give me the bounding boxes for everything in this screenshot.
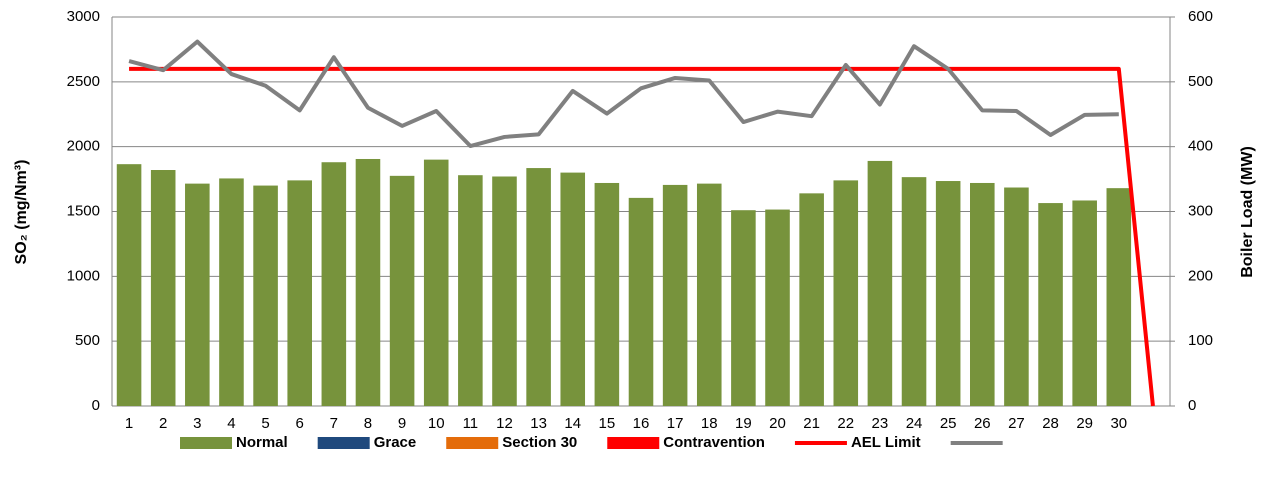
bar — [458, 175, 483, 406]
legend-swatch — [446, 437, 499, 449]
bar — [389, 175, 415, 406]
x-tick-label: 6 — [296, 415, 304, 432]
bar — [765, 209, 790, 406]
bar — [185, 183, 210, 406]
bar — [219, 178, 244, 406]
bar — [423, 159, 449, 406]
x-tick-label: 22 — [837, 415, 854, 432]
x-tick-label: 30 — [1110, 415, 1127, 432]
bar — [662, 184, 688, 406]
bar — [696, 183, 722, 406]
bar — [867, 160, 893, 406]
bar — [321, 162, 347, 406]
bar — [970, 182, 995, 406]
y2-tick-label: 200 — [1188, 267, 1213, 284]
bar — [1004, 187, 1029, 406]
bar — [1038, 203, 1063, 406]
x-tick-label: 18 — [701, 415, 718, 432]
x-tick-label: 5 — [261, 415, 269, 432]
y2-tick-label: 500 — [1188, 73, 1213, 90]
y2-axis-label: Boiler Load (MW) — [1239, 146, 1256, 278]
bar — [287, 180, 312, 406]
x-tick-label: 10 — [428, 415, 445, 432]
y-tick-label: 1500 — [67, 202, 100, 219]
x-tick-label: 15 — [599, 415, 616, 432]
x-tick-label: 1 — [125, 415, 133, 432]
x-tick-label: 7 — [330, 415, 338, 432]
legend-swatch — [607, 437, 660, 449]
bar — [628, 197, 654, 406]
y-tick-label: 0 — [92, 397, 100, 414]
x-tick-label: 16 — [633, 415, 650, 432]
legend-label: Grace — [374, 434, 417, 451]
x-tick-label: 25 — [940, 415, 957, 432]
bar — [901, 177, 927, 406]
legend-swatch — [317, 437, 370, 449]
x-tick-label: 11 — [463, 415, 479, 432]
legend-label: Normal — [236, 434, 288, 451]
bar — [150, 170, 176, 406]
x-tick-label: 2 — [159, 415, 167, 432]
y-tick-label: 2500 — [67, 73, 100, 90]
x-tick-label: 4 — [227, 415, 235, 432]
bar — [253, 185, 278, 406]
x-tick-label: 21 — [803, 415, 820, 432]
bar — [492, 176, 517, 406]
y2-tick-label: 600 — [1188, 8, 1213, 25]
x-tick-label: 28 — [1042, 415, 1059, 432]
bar — [355, 158, 381, 406]
bar — [731, 210, 756, 406]
x-tick-label: 20 — [769, 415, 786, 432]
y2-tick-label: 300 — [1188, 202, 1213, 219]
x-tick-label: 17 — [667, 415, 684, 432]
bar — [833, 180, 859, 406]
bar — [526, 168, 551, 406]
bar — [935, 181, 961, 406]
bar — [116, 164, 142, 406]
x-tick-label: 23 — [872, 415, 889, 432]
x-tick-label: 3 — [193, 415, 201, 432]
y-tick-label: 1000 — [67, 267, 100, 284]
x-tick-label: 19 — [735, 415, 752, 432]
y-axis-label: SO₂ (mg/Nm³) — [13, 160, 30, 265]
y-tick-label: 500 — [75, 332, 100, 349]
y-tick-label: 2000 — [67, 138, 100, 155]
y2-tick-label: 400 — [1188, 138, 1213, 155]
x-tick-label: 14 — [564, 415, 581, 432]
legend-swatch — [180, 437, 232, 449]
x-tick-label: 13 — [530, 415, 547, 432]
line — [129, 66, 1155, 407]
x-tick-label: 24 — [906, 415, 923, 432]
legend-label: Section 30 — [502, 434, 577, 451]
bar — [594, 182, 620, 406]
y2-tick-label: 100 — [1188, 332, 1213, 349]
legend-label: AEL Limit — [851, 434, 921, 451]
bar — [1072, 200, 1097, 406]
legend-label: Contravention — [663, 434, 765, 451]
y-tick-label: 3000 — [67, 8, 100, 25]
x-tick-label: 9 — [398, 415, 406, 432]
x-tick-label: 8 — [364, 415, 372, 432]
bar — [560, 172, 586, 406]
y2-tick-label: 0 — [1188, 397, 1196, 414]
bar — [799, 193, 824, 406]
x-tick-label: 27 — [1008, 415, 1025, 432]
x-tick-label: 29 — [1076, 415, 1093, 432]
line — [128, 39, 1119, 149]
x-tick-label: 12 — [496, 415, 513, 432]
x-tick-label: 26 — [974, 415, 991, 432]
bar — [1106, 188, 1132, 406]
